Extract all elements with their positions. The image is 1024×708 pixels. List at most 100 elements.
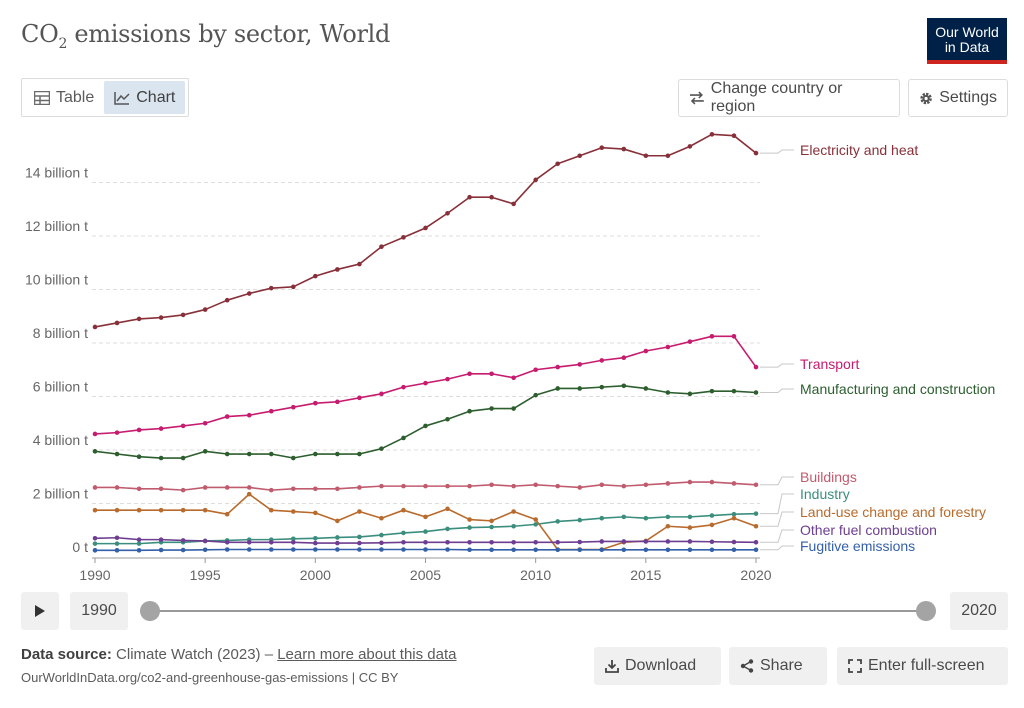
- data-point: [445, 416, 450, 422]
- data-point: [731, 334, 737, 339]
- data-point: [423, 514, 428, 520]
- data-point: [379, 515, 384, 521]
- owid-logo[interactable]: Our World in Data: [927, 18, 1007, 64]
- data-point: [114, 535, 120, 541]
- data-point: [687, 144, 693, 149]
- data-point: [291, 536, 296, 542]
- source-value: Climate Watch (2023) –: [111, 646, 278, 663]
- timeline-end-handle[interactable]: [916, 601, 936, 621]
- data-point: [224, 414, 230, 419]
- data-point: [114, 320, 120, 326]
- timeline-start-handle[interactable]: [140, 601, 160, 621]
- share-icon: [740, 659, 754, 673]
- data-point: [533, 482, 538, 488]
- data-point: [158, 486, 164, 492]
- data-point: [180, 507, 186, 513]
- data-point: [445, 376, 450, 382]
- download-label: Download: [625, 657, 697, 674]
- data-point: [202, 547, 208, 553]
- y-tick-label: 4 billion t: [33, 432, 88, 448]
- data-point: [357, 485, 362, 490]
- data-point: [92, 507, 98, 513]
- source-url[interactable]: OurWorldInData.org/co2-and-greenhouse-ga…: [21, 670, 399, 685]
- data-point: [555, 539, 560, 545]
- data-point: [511, 539, 516, 545]
- data-point: [643, 547, 649, 553]
- data-point: [467, 517, 472, 522]
- data-point: [555, 519, 560, 524]
- data-point: [577, 547, 583, 553]
- data-point: [643, 539, 649, 544]
- data-point: [665, 390, 671, 395]
- change-region-button[interactable]: Change country or region: [678, 79, 900, 117]
- data-point: [246, 547, 252, 552]
- data-point: [313, 486, 318, 492]
- data-point: [202, 507, 208, 513]
- data-point: [158, 315, 164, 320]
- data-point: [180, 487, 186, 493]
- share-label: Share: [760, 657, 803, 674]
- data-point: [180, 538, 186, 543]
- data-point: [423, 539, 428, 545]
- data-point: [533, 367, 538, 373]
- data-point: [401, 547, 406, 552]
- data-point: [599, 539, 605, 544]
- data-point: [158, 547, 164, 553]
- data-point: [268, 507, 274, 513]
- end-year-box[interactable]: 2020: [950, 592, 1008, 630]
- data-point: [665, 481, 671, 486]
- data-point: [467, 525, 472, 530]
- data-point: [731, 539, 737, 545]
- data-point: [511, 483, 516, 489]
- data-point: [621, 514, 627, 520]
- data-point: [643, 482, 649, 488]
- learn-more-link[interactable]: Learn more about this data: [277, 646, 457, 663]
- y-tick-label: 8 billion t: [33, 325, 88, 341]
- data-point: [268, 547, 274, 552]
- page-title: CO2 emissions by sector, World: [21, 20, 391, 52]
- settings-button[interactable]: Settings: [908, 79, 1008, 117]
- data-point: [687, 339, 693, 344]
- tab-table[interactable]: Table: [24, 81, 104, 114]
- data-point: [92, 485, 98, 490]
- data-point: [533, 522, 538, 527]
- data-point: [114, 548, 120, 553]
- data-point: [136, 537, 142, 542]
- data-point: [401, 384, 406, 390]
- data-point: [114, 451, 120, 457]
- data-point: [511, 547, 516, 553]
- data-point: [92, 541, 98, 546]
- data-point: [445, 210, 450, 216]
- data-point: [423, 225, 428, 231]
- data-point: [335, 540, 340, 546]
- data-point: [731, 547, 737, 553]
- data-point: [577, 153, 583, 159]
- fullscreen-label: Enter full-screen: [868, 657, 985, 674]
- data-source: Data source: Climate Watch (2023) – Lear…: [21, 646, 457, 663]
- data-point: [621, 483, 627, 489]
- data-point: [401, 507, 406, 513]
- data-point: [180, 547, 186, 553]
- data-point: [533, 539, 538, 545]
- settings-label: Settings: [939, 89, 997, 106]
- logo-line-1: Our World: [935, 24, 999, 40]
- download-button[interactable]: Download: [594, 647, 721, 685]
- share-button[interactable]: Share: [729, 647, 827, 685]
- timeline-track[interactable]: [150, 610, 926, 612]
- play-button[interactable]: [21, 592, 59, 630]
- data-point: [357, 451, 362, 457]
- data-point: [489, 194, 494, 200]
- data-point: [291, 404, 296, 410]
- data-point: [401, 539, 406, 545]
- start-year-box[interactable]: 1990: [70, 592, 128, 630]
- data-point: [753, 364, 759, 370]
- data-point: [313, 273, 318, 279]
- data-point: [687, 547, 693, 553]
- data-point: [268, 408, 274, 414]
- download-icon: [605, 660, 619, 673]
- fullscreen-button[interactable]: Enter full-screen: [837, 647, 1008, 685]
- data-point: [158, 537, 164, 542]
- label-connector: [760, 493, 794, 515]
- tab-chart[interactable]: Chart: [104, 81, 186, 114]
- data-point: [753, 511, 759, 516]
